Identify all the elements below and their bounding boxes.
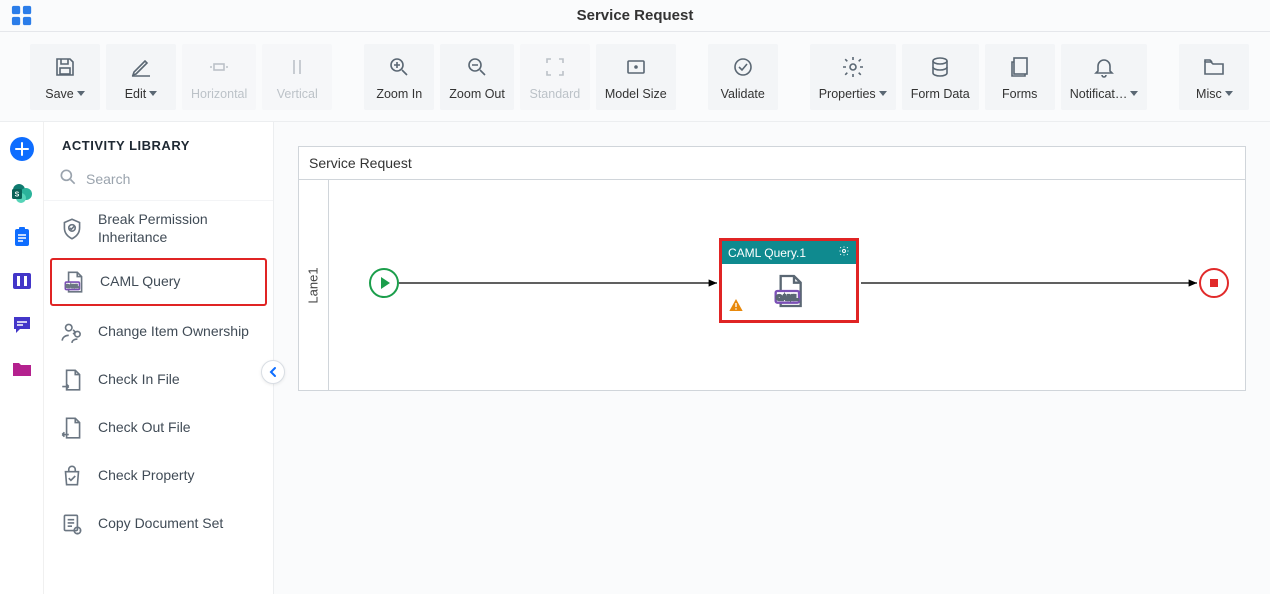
- search-input[interactable]: [86, 171, 259, 187]
- save-button[interactable]: Save: [30, 44, 100, 110]
- activity-library-panel: ACTIVITY LIBRARY Break Permission Inheri…: [44, 122, 274, 594]
- bag-check-icon: [58, 462, 86, 490]
- misc-button[interactable]: Misc: [1179, 44, 1249, 110]
- activity-item-label: CAML Query: [100, 273, 180, 291]
- gear-icon: [841, 53, 865, 81]
- chevron-down-icon: [879, 91, 887, 96]
- tool-label: Horizontal: [191, 87, 247, 101]
- svg-text:CAML: CAML: [66, 284, 79, 289]
- directory-icon[interactable]: [5, 352, 39, 386]
- play-icon: [381, 277, 390, 289]
- tool-label: Model Size: [605, 87, 667, 101]
- forms-button[interactable]: Forms: [985, 44, 1055, 110]
- app-logo[interactable]: [0, 5, 44, 27]
- sharepoint-icon[interactable]: S: [5, 176, 39, 210]
- zoom-in-button[interactable]: Zoom In: [364, 44, 434, 110]
- chevron-down-icon: [1130, 91, 1138, 96]
- folder-icon: [1202, 53, 1226, 81]
- activity-item-label: Check Property: [98, 467, 194, 485]
- horizontal-button: Horizontal: [182, 44, 256, 110]
- activity-item-label: Break Permission Inheritance: [98, 211, 259, 246]
- properties-button[interactable]: Properties: [810, 44, 896, 110]
- activity-node-title: CAML Query.1: [728, 246, 806, 260]
- tool-label: Zoom Out: [449, 87, 505, 101]
- database-icon: [928, 53, 952, 81]
- bell-icon: [1092, 53, 1116, 81]
- tool-label: Edit: [125, 87, 147, 101]
- model-size-icon: [624, 53, 648, 81]
- shield-icon: [58, 215, 86, 243]
- stop-icon: [1210, 279, 1218, 287]
- zoom-out-icon: [465, 53, 489, 81]
- toolbar: Save Edit Horizontal Vertical Zoom: [0, 32, 1270, 122]
- activity-item-copy-docset[interactable]: Copy Document Set: [44, 500, 273, 548]
- edit-icon: [129, 53, 153, 81]
- validate-icon: [731, 53, 755, 81]
- columns-icon[interactable]: [5, 264, 39, 298]
- left-icon-bar: S: [0, 122, 44, 594]
- page-title: Service Request: [44, 7, 1226, 24]
- tool-label: Vertical: [277, 87, 318, 101]
- notifications-button[interactable]: Notificat…: [1061, 44, 1148, 110]
- model-size-button[interactable]: Model Size: [596, 44, 676, 110]
- save-icon: [53, 53, 77, 81]
- warning-icon: [728, 297, 744, 316]
- svg-text:CAML: CAML: [776, 293, 798, 302]
- activity-item-check-property[interactable]: Check Property: [44, 452, 273, 500]
- chevron-down-icon: [1225, 91, 1233, 96]
- activity-item-label: Change Item Ownership: [98, 323, 249, 341]
- zoom-out-button[interactable]: Zoom Out: [440, 44, 514, 110]
- activity-item-label: Check In File: [98, 371, 180, 389]
- activity-item-change-owner[interactable]: Change Item Ownership: [44, 308, 273, 356]
- tool-label: Zoom In: [376, 87, 422, 101]
- svg-text:S: S: [14, 192, 19, 199]
- align-horizontal-icon: [207, 53, 231, 81]
- activity-item-label: Copy Document Set: [98, 515, 223, 533]
- tool-label: Properties: [819, 87, 876, 101]
- process-canvas[interactable]: Service Request Lane1: [298, 146, 1246, 391]
- user-transfer-icon: [58, 318, 86, 346]
- fit-standard-icon: [543, 53, 567, 81]
- end-node[interactable]: [1199, 268, 1229, 298]
- add-circle-button[interactable]: [5, 132, 39, 166]
- comment-icon[interactable]: [5, 308, 39, 342]
- tool-label: Validate: [721, 87, 765, 101]
- align-vertical-icon: [285, 53, 309, 81]
- form-data-button[interactable]: Form Data: [902, 44, 979, 110]
- edit-button[interactable]: Edit: [106, 44, 176, 110]
- caml-file-icon: CAML: [769, 271, 809, 314]
- activity-item-label: Check Out File: [98, 419, 191, 437]
- tool-label: Forms: [1002, 87, 1037, 101]
- chevron-down-icon: [77, 91, 85, 96]
- activity-item-caml-query[interactable]: CAML CAML Query: [50, 258, 267, 306]
- copy-gear-icon: [58, 510, 86, 538]
- clipboard-icon[interactable]: [5, 220, 39, 254]
- caml-query-activity-node[interactable]: CAML Query.1 CAML: [719, 238, 859, 323]
- validate-button[interactable]: Validate: [708, 44, 778, 110]
- start-node[interactable]: [369, 268, 399, 298]
- file-out-icon: [58, 414, 86, 442]
- activity-item-check-in[interactable]: Check In File: [44, 356, 273, 404]
- chevron-down-icon: [149, 91, 157, 96]
- activity-item-break-permission[interactable]: Break Permission Inheritance: [44, 201, 273, 256]
- sidebar-title: ACTIVITY LIBRARY: [44, 122, 273, 163]
- canvas-title: Service Request: [299, 147, 1245, 180]
- zoom-in-icon: [387, 53, 411, 81]
- tool-label: Form Data: [911, 87, 970, 101]
- activity-item-check-out[interactable]: Check Out File: [44, 404, 273, 452]
- caml-file-icon: CAML: [60, 268, 88, 296]
- file-in-icon: [58, 366, 86, 394]
- forms-icon: [1008, 53, 1032, 81]
- search-icon: [58, 167, 78, 190]
- standard-button: Standard: [520, 44, 590, 110]
- chevron-left-icon: [267, 366, 279, 378]
- tool-label: Save: [45, 87, 74, 101]
- tool-label: Notificat…: [1070, 87, 1128, 101]
- lane-label: Lane1: [299, 180, 329, 390]
- tool-label: Misc: [1196, 87, 1222, 101]
- vertical-button: Vertical: [262, 44, 332, 110]
- tool-label: Standard: [529, 87, 580, 101]
- gear-icon[interactable]: [838, 245, 850, 260]
- collapse-sidebar-button[interactable]: [261, 360, 285, 384]
